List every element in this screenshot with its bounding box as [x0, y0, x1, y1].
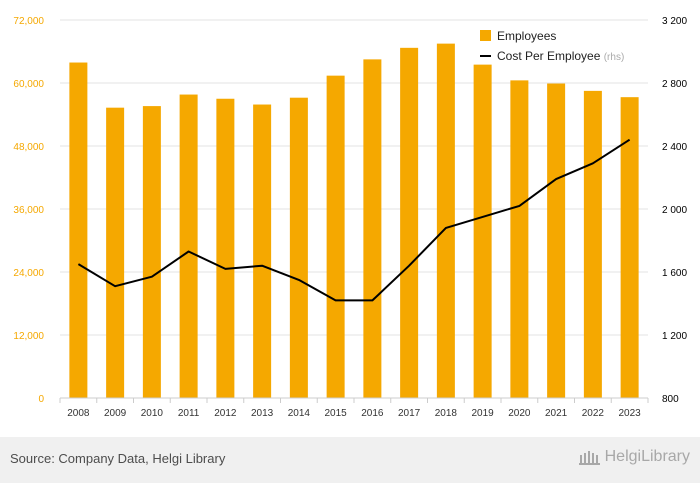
x-tick-label: 2021: [545, 408, 568, 419]
y-right-tick-label: 2 000: [662, 205, 687, 216]
y-left-tick-label: 0: [38, 394, 44, 405]
x-tick-label: 2011: [178, 408, 200, 419]
bar-employees: [547, 83, 566, 399]
y-left-tick-label: 12,000: [13, 331, 44, 342]
x-tick-label: 2010: [141, 408, 164, 419]
y-right-tick-label: 1 600: [662, 268, 687, 279]
source-text: Source: Company Data, Helgi Library: [10, 451, 226, 466]
bar-employees: [216, 98, 235, 398]
legend-label-cost: Cost Per Employee (rhs): [497, 49, 624, 63]
legend-swatch-employees: [480, 30, 491, 41]
x-tick-label: 2019: [472, 408, 495, 419]
chart: 0 12,000 24,000 36,000 48,000 60,000 72,000 800…: [13, 16, 687, 419]
bar-employees: [436, 43, 455, 398]
bar-employees: [253, 104, 272, 399]
y-right-tick-label: 1 200: [662, 331, 687, 342]
bar-employees: [510, 80, 529, 398]
line-cost-per-employee: [77, 138, 631, 302]
x-tick-label: 2012: [214, 408, 237, 419]
y-left-tick-label: 24,000: [13, 268, 44, 279]
bar-employees: [326, 75, 345, 399]
bar-employees: [69, 62, 88, 399]
x-tick-label: 2023: [619, 408, 642, 419]
bar-employees: [179, 94, 198, 399]
x-tick-label: 2020: [508, 408, 531, 419]
y-right-tick-label: 3 200: [662, 16, 687, 27]
legend-label-employees: Employees: [497, 29, 556, 43]
y-left-tick-label: 48,000: [13, 142, 44, 153]
x-tick-label: 2013: [251, 408, 274, 419]
brand-logo: HelgiLibrary: [578, 448, 690, 466]
x-tick-label: 2009: [104, 408, 127, 419]
bar-employees: [363, 59, 382, 398]
y-left-tick-label: 60,000: [13, 79, 44, 90]
bar-employees: [473, 64, 492, 398]
x-tick-label: 2014: [288, 408, 311, 419]
bar-employees: [400, 47, 419, 398]
bar-employees: [289, 97, 308, 398]
y-right-tick-label: 2 800: [662, 79, 687, 90]
x-tick-label: 2017: [398, 408, 421, 419]
bar-employees: [620, 97, 639, 399]
legend-label-cost-suffix: (rhs): [604, 52, 625, 63]
x-tick-label: 2022: [582, 408, 605, 419]
x-tick-label: 2015: [325, 408, 348, 419]
bar-employees: [142, 106, 161, 398]
x-tick-label: 2016: [361, 408, 384, 419]
y-left-tick-label: 72,000: [13, 16, 44, 27]
brand-name: HelgiLibrary: [604, 448, 690, 465]
bar-employees: [583, 90, 602, 398]
y-left-tick-label: 36,000: [13, 205, 44, 216]
y-right-tick-label: 800: [662, 394, 679, 405]
bar-employees: [106, 107, 125, 399]
x-tick-label: 2008: [67, 408, 90, 419]
x-tick-label: 2018: [435, 408, 458, 419]
footer: Source: Company Data, Helgi Library Helg…: [0, 437, 700, 483]
library-building-icon: [578, 451, 600, 465]
y-right-tick-label: 2 400: [662, 142, 687, 153]
